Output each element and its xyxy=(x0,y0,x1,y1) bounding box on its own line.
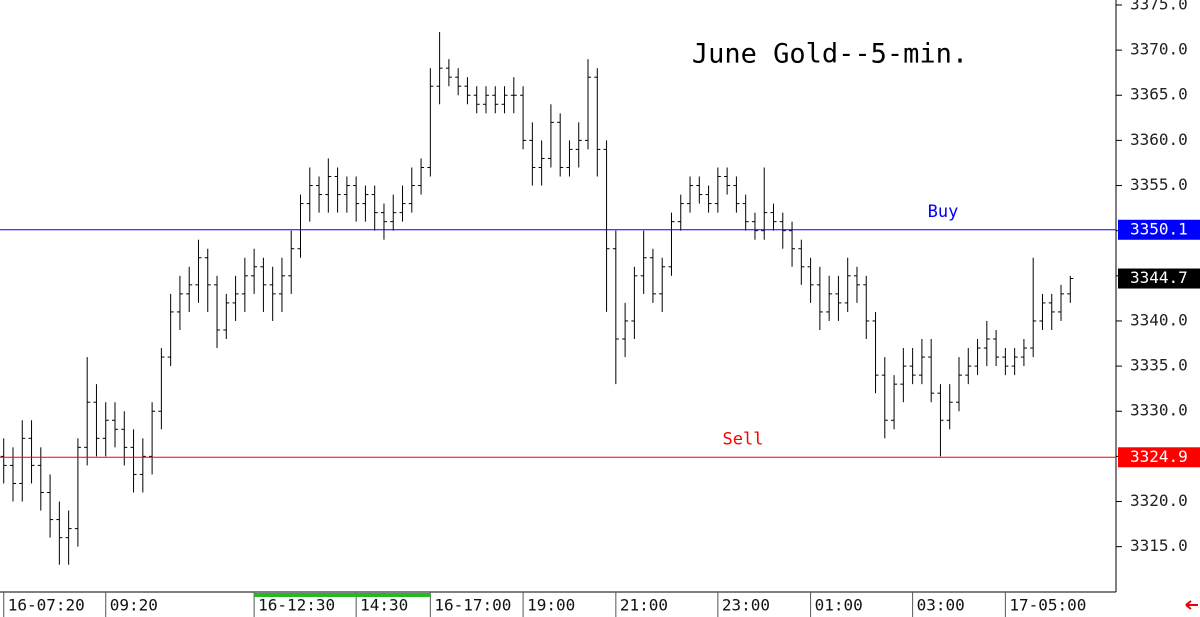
y-tick-label: 3365.0 xyxy=(1130,85,1188,104)
level-price-box xyxy=(1118,447,1200,468)
chart-title: June Gold--5-min. xyxy=(692,39,968,70)
x-tick-label: 19:00 xyxy=(527,596,575,615)
level-price-label: 3350.1 xyxy=(1130,219,1188,238)
last-price-box xyxy=(1118,268,1200,289)
session-highlight xyxy=(254,593,431,597)
x-tick-label: 03:00 xyxy=(917,596,965,615)
x-tick-label: 21:00 xyxy=(620,596,668,615)
x-tick-label: 16-07:20 xyxy=(8,596,85,615)
x-tick-label: 09:20 xyxy=(110,596,158,615)
level-name: Sell xyxy=(723,429,764,449)
x-tick-label: 16-12:30 xyxy=(258,596,335,615)
scroll-arrow xyxy=(1185,600,1198,610)
y-tick-label: 3335.0 xyxy=(1130,356,1188,375)
level-price-label: 3324.9 xyxy=(1130,447,1188,466)
x-tick-label: 16-17:00 xyxy=(434,596,511,615)
x-tick-label: 01:00 xyxy=(815,596,863,615)
x-tick-label: 17-05:00 xyxy=(1009,596,1086,615)
y-tick-label: 3370.0 xyxy=(1130,40,1188,59)
level-name: Buy xyxy=(928,202,959,222)
y-tick-label: 3320.0 xyxy=(1130,491,1188,510)
y-tick-label: 3340.0 xyxy=(1130,310,1188,329)
y-tick-label: 3315.0 xyxy=(1130,536,1188,555)
y-tick-label: 3355.0 xyxy=(1130,175,1188,194)
y-tick-label: 3330.0 xyxy=(1130,401,1188,420)
y-tick-label: 3375.0 xyxy=(1130,0,1188,13)
y-tick-label: 3360.0 xyxy=(1130,130,1188,149)
last-price-label: 3344.7 xyxy=(1130,268,1188,287)
x-tick-label: 23:00 xyxy=(722,596,770,615)
level-price-box xyxy=(1118,219,1200,240)
x-tick-label: 14:30 xyxy=(360,596,408,615)
